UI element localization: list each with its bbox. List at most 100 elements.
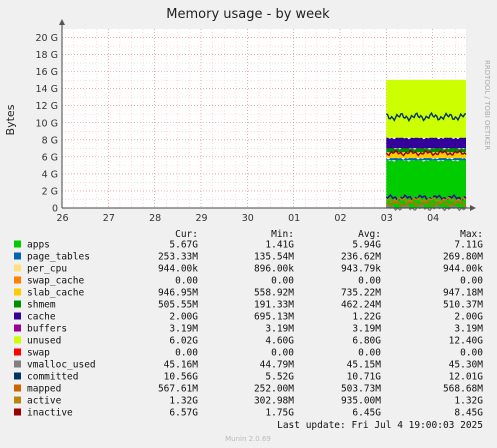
legend-row-swap_cache: swap_cache 0.00 0.00 0.00 0.00 (14, 276, 483, 287)
legend-min: 1.41G (265, 240, 294, 251)
legend-swatch (14, 384, 21, 392)
legend-cur: 253.33M (158, 252, 198, 263)
area-unused (386, 79, 466, 138)
legend-max: 0.00 (460, 348, 483, 359)
legend-avg: 0.00 (358, 276, 381, 287)
legend-avg: 503.73M (341, 384, 381, 395)
legend-avg: 935.00M (341, 396, 381, 407)
legend-swatch (14, 372, 21, 380)
legend-cur: 1.32G (169, 396, 198, 407)
legend-name: committed (27, 372, 78, 383)
rrdtool-watermark: RRDTOOL / TOBI OETIKER (483, 60, 491, 150)
y-axis-arrow (59, 19, 65, 25)
legend-avg: 0.00 (358, 348, 381, 359)
legend-cur: 944.00k (158, 264, 198, 275)
legend-swatch (14, 324, 21, 332)
legend-min: 896.00k (254, 264, 294, 275)
legend-swatch (14, 252, 21, 260)
legend-name: inactive (27, 408, 73, 419)
legend-avg: 45.15M (347, 360, 382, 371)
legend-max: 8.45G (454, 408, 483, 419)
legend-cur: 6.02G (169, 336, 198, 347)
y-tick-label: 2 G (42, 186, 58, 197)
legend-min: 135.54M (254, 252, 294, 263)
legend-avg: 943.79k (341, 264, 381, 275)
legend-swatch (14, 264, 21, 272)
x-tick-label: 01 (288, 213, 300, 224)
legend-cur: 567.61M (158, 384, 198, 395)
legend-cur: 10.56G (164, 372, 199, 383)
y-tick-label: 10 G (36, 118, 58, 129)
legend-avg: 236.62M (341, 252, 381, 263)
legend-name: vmalloc_used (27, 360, 96, 371)
legend-min: 695.13M (254, 312, 294, 323)
legend-name: active (27, 396, 62, 407)
legend-cur: 0.00 (175, 348, 198, 359)
line-active (385, 196, 467, 204)
legend-swatch (14, 240, 21, 248)
last-update: Last update: Fri Jul 4 19:00:03 2025 (277, 420, 483, 431)
legend-max: 12.40G (449, 336, 484, 347)
legend-cur: 0.00 (175, 276, 198, 287)
legend-min: 191.33M (254, 300, 294, 311)
legend-min: 4.60G (265, 336, 294, 347)
y-tick-label: 12 G (36, 101, 58, 112)
legend-min: 3.19M (265, 324, 294, 335)
legend-cur: 2.00G (169, 312, 198, 323)
legend-name: page_tables (27, 252, 90, 263)
legend-avg: 10.71G (347, 372, 382, 383)
legend-swatch (14, 300, 21, 308)
y-tick-label: 14 G (36, 84, 58, 95)
legend-name: cache (27, 312, 56, 323)
legend-avg: 5.94G (352, 240, 381, 251)
legend-max: 510.37M (443, 300, 483, 311)
legend-header: Cur: Min: Avg: Max: (175, 229, 483, 240)
legend-name: swap_cache (27, 276, 84, 287)
legend-row-per_cpu: per_cpu 944.00k 896.00k 943.79k 944.00k (14, 264, 483, 275)
legend-name: buffers (27, 324, 67, 335)
legend-header-min: Min: (271, 229, 294, 240)
legend-swatch (14, 408, 21, 416)
x-tick-label: 29 (195, 213, 207, 224)
legend-avg: 6.45G (352, 408, 381, 419)
legend-max: 944.00k (443, 264, 483, 275)
legend-row-apps: apps 5.67G 1.41G 5.94G 7.11G (14, 240, 483, 251)
legend-max: 947.18M (443, 288, 483, 299)
munin-version: Munin 2.0.69 (225, 435, 271, 443)
legend-min: 1.75G (265, 408, 294, 419)
legend-row-slab_cache: slab_cache 946.95M 558.92M 735.22M 947.18M (14, 288, 483, 299)
legend-avg: 735.22M (341, 288, 381, 299)
legend-name: mapped (27, 384, 61, 395)
legend-name: per_cpu (27, 264, 67, 275)
data-areas (385, 79, 467, 212)
legend-row-mapped: mapped 567.61M 252.00M 503.73M 568.68M (14, 384, 483, 395)
y-tick-label: 18 G (36, 50, 58, 61)
legend-min: 44.79M (260, 360, 295, 371)
legend-row-page_tables: page_tables 253.33M 135.54M 236.62M 269.80M (14, 252, 483, 263)
legend-swatch (14, 288, 21, 296)
legend-swatch (14, 396, 21, 404)
x-tick-label: 30 (242, 213, 254, 224)
x-tick-label: 27 (103, 213, 115, 224)
legend-name: unused (27, 336, 61, 347)
legend-cur: 505.55M (158, 300, 198, 311)
legend-name: swap (27, 348, 50, 359)
x-tick-label: 02 (334, 213, 346, 224)
x-axis-arrow (470, 205, 476, 211)
legend-row-swap: swap 0.00 0.00 0.00 0.00 (14, 348, 483, 359)
legend-min: 302.98M (254, 396, 294, 407)
legend-max: 7.11G (454, 240, 483, 251)
legend-swatch (14, 336, 21, 344)
legend-avg: 462.24M (341, 300, 381, 311)
legend-min: 0.00 (271, 276, 294, 287)
area-cache (386, 136, 466, 149)
legend-max: 45.30M (449, 360, 484, 371)
legend-avg: 3.19M (352, 324, 381, 335)
legend-avg: 1.22G (352, 312, 381, 323)
legend: apps 5.67G 1.41G 5.94G 7.11G page_tables 253.3… (14, 240, 483, 419)
legend-row-cache: cache 2.00G 695.13M 1.22G 2.00G (14, 312, 483, 323)
axes (59, 19, 476, 211)
line-committed (385, 111, 466, 123)
legend-max: 568.68M (443, 384, 483, 395)
legend-header-avg: Avg: (358, 229, 381, 240)
